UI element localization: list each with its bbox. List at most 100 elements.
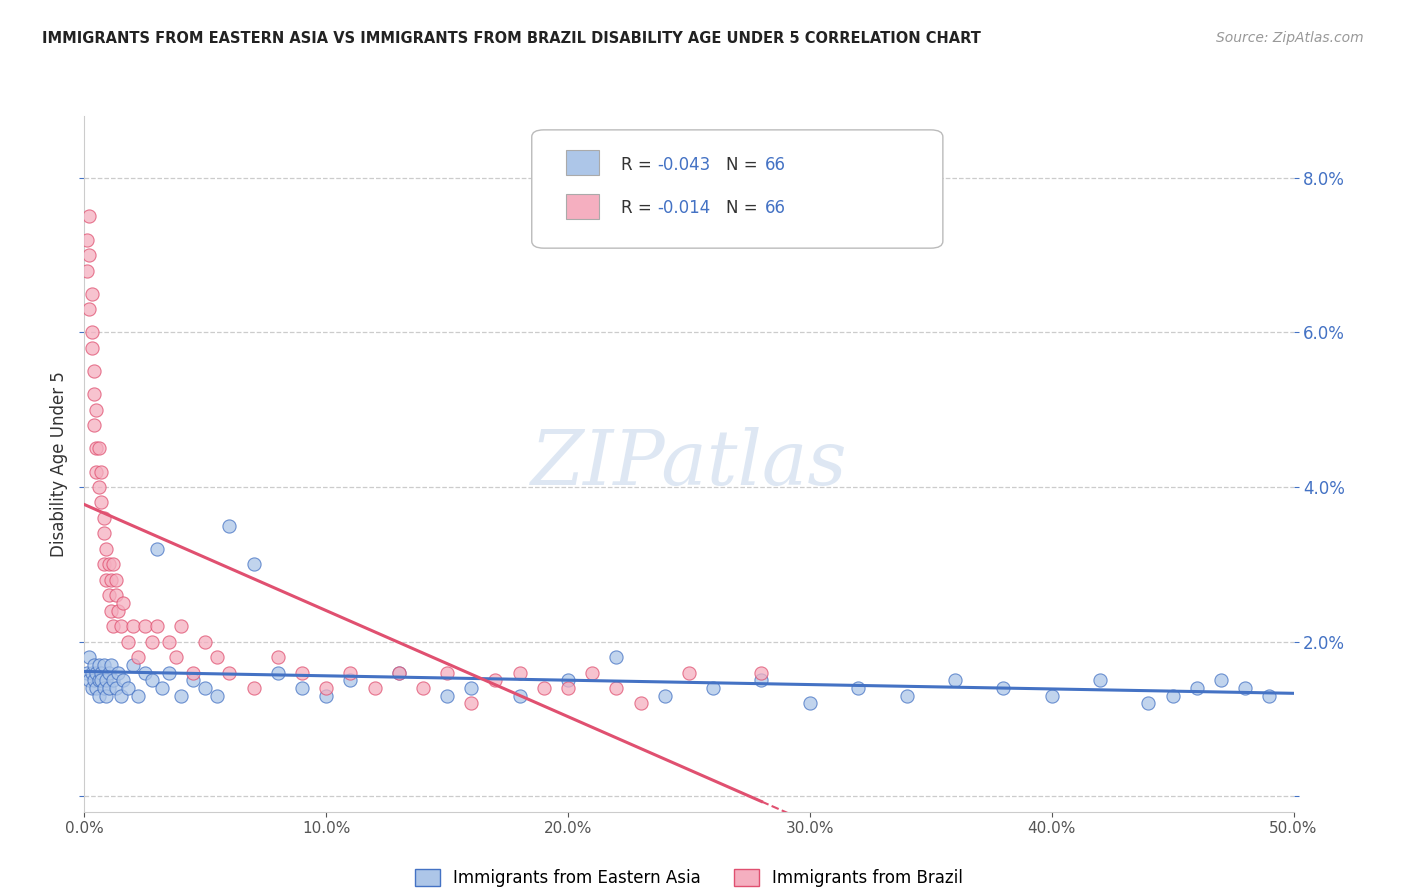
Point <box>121 657 143 672</box>
Point <box>509 665 531 680</box>
Point <box>87 442 110 456</box>
Point <box>97 558 120 572</box>
Point <box>83 673 105 688</box>
Point <box>100 573 122 587</box>
Point <box>1161 689 1184 703</box>
Point <box>267 665 290 680</box>
Point <box>83 387 105 401</box>
Point <box>218 665 240 680</box>
Text: IMMIGRANTS FROM EASTERN ASIA VS IMMIGRANTS FROM BRAZIL DISABILITY AGE UNDER 5 CO: IMMIGRANTS FROM EASTERN ASIA VS IMMIGRAN… <box>42 31 981 46</box>
Point <box>181 665 204 680</box>
Point <box>207 689 229 703</box>
Point <box>121 619 143 633</box>
Point <box>702 681 724 695</box>
Point <box>150 681 173 695</box>
Point <box>86 402 108 417</box>
Point <box>146 619 169 633</box>
Point <box>90 673 112 688</box>
Point <box>509 689 531 703</box>
Point <box>77 248 100 262</box>
Point <box>678 665 700 680</box>
Point <box>94 541 117 556</box>
Point <box>460 697 482 711</box>
Text: -0.014: -0.014 <box>658 200 711 218</box>
Point <box>165 650 187 665</box>
Point <box>87 689 110 703</box>
Text: -0.043: -0.043 <box>658 156 711 174</box>
Point <box>436 689 458 703</box>
Point <box>112 596 135 610</box>
Point <box>80 326 103 340</box>
Point <box>90 665 112 680</box>
Point <box>170 689 193 703</box>
Point <box>76 665 98 680</box>
Point <box>77 302 100 317</box>
Point <box>80 665 103 680</box>
Point <box>581 665 603 680</box>
Point <box>157 634 180 648</box>
Point <box>557 681 579 695</box>
Point <box>103 619 125 633</box>
Point <box>93 526 115 541</box>
Point <box>103 673 125 688</box>
Point <box>127 689 149 703</box>
Point <box>654 689 676 703</box>
Point <box>77 673 100 688</box>
Point <box>97 681 120 695</box>
Point <box>339 665 361 680</box>
Text: Source: ZipAtlas.com: Source: ZipAtlas.com <box>1216 31 1364 45</box>
Point <box>242 558 264 572</box>
Point <box>799 697 821 711</box>
Point <box>87 480 110 494</box>
Point <box>86 465 108 479</box>
Point <box>76 233 98 247</box>
Point <box>315 689 337 703</box>
Point <box>83 364 105 378</box>
Text: R =: R = <box>621 200 657 218</box>
Point <box>146 541 169 556</box>
Point <box>484 673 506 688</box>
Point <box>267 650 290 665</box>
Point <box>94 673 117 688</box>
Point <box>86 665 108 680</box>
Point <box>94 573 117 587</box>
Point <box>83 418 105 433</box>
Text: 66: 66 <box>765 200 786 218</box>
Point <box>194 634 217 648</box>
FancyBboxPatch shape <box>565 150 599 175</box>
Point <box>80 286 103 301</box>
Text: N =: N = <box>727 156 763 174</box>
Point <box>86 681 108 695</box>
Point <box>291 665 314 680</box>
Point <box>993 681 1015 695</box>
Point <box>117 681 139 695</box>
Y-axis label: Disability Age Under 5: Disability Age Under 5 <box>51 371 69 557</box>
Point <box>1234 681 1257 695</box>
Point <box>134 665 156 680</box>
Point <box>104 588 127 602</box>
Point <box>896 689 918 703</box>
Point <box>291 681 314 695</box>
Point <box>80 681 103 695</box>
Point <box>86 442 108 456</box>
Text: N =: N = <box>727 200 763 218</box>
Point <box>436 665 458 680</box>
Point <box>93 681 115 695</box>
Point <box>93 657 115 672</box>
Point <box>1040 689 1063 703</box>
Point <box>110 689 132 703</box>
Point <box>90 465 112 479</box>
Point <box>90 495 112 509</box>
Point <box>97 588 120 602</box>
Point <box>242 681 264 695</box>
Point <box>630 697 652 711</box>
Point <box>1088 673 1111 688</box>
Point <box>751 673 773 688</box>
Point <box>751 665 773 680</box>
Point <box>110 619 132 633</box>
Point <box>315 681 337 695</box>
Point <box>218 518 240 533</box>
Point <box>194 681 217 695</box>
Point <box>388 665 411 680</box>
Point <box>141 634 163 648</box>
